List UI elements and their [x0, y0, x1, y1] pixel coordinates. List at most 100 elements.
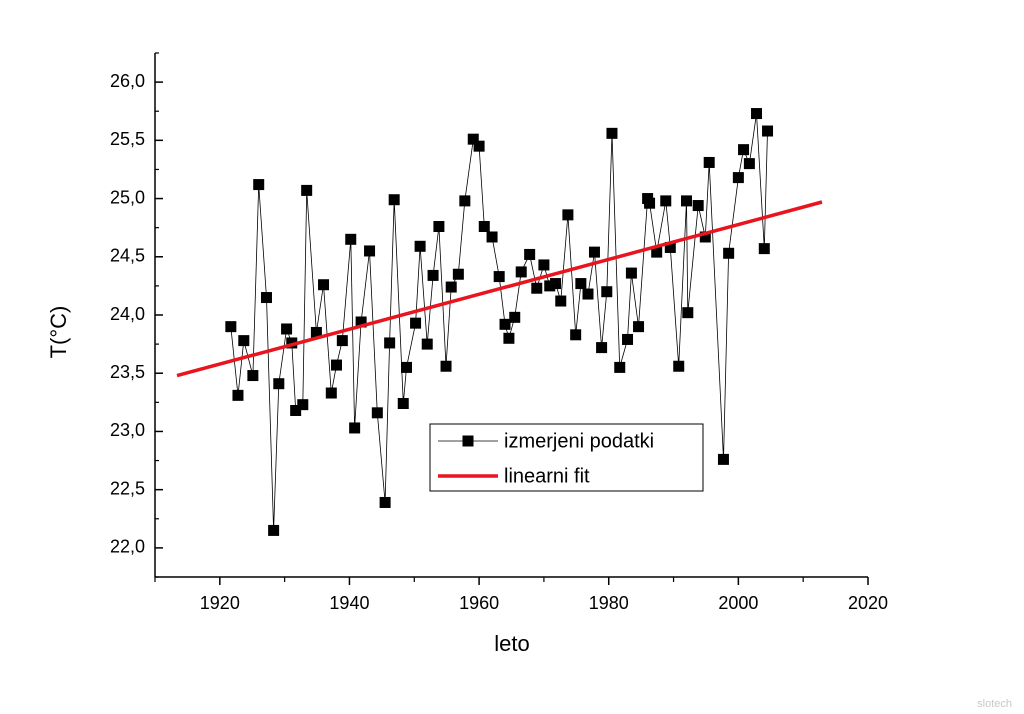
marker — [601, 286, 613, 298]
marker — [493, 271, 505, 283]
x-tick-label: 2000 — [718, 593, 758, 613]
marker — [515, 266, 527, 278]
marker — [723, 247, 735, 259]
marker — [421, 338, 433, 350]
marker — [247, 370, 259, 382]
marker — [673, 360, 685, 372]
marker — [388, 194, 400, 206]
marker — [336, 335, 348, 347]
marker — [433, 221, 445, 233]
marker — [622, 333, 634, 345]
marker — [555, 295, 567, 307]
marker — [717, 453, 729, 465]
x-tick-label: 1960 — [459, 593, 499, 613]
x-tick-label: 1940 — [329, 593, 369, 613]
marker — [478, 221, 490, 233]
marker — [531, 282, 543, 294]
marker — [625, 267, 637, 279]
marker — [699, 231, 711, 243]
marker — [414, 240, 426, 252]
marker — [301, 184, 313, 196]
marker — [355, 316, 367, 328]
marker — [703, 156, 715, 168]
marker — [273, 378, 285, 390]
marker — [253, 179, 265, 191]
marker — [281, 323, 293, 335]
marker — [297, 399, 309, 411]
marker — [682, 307, 694, 319]
marker — [681, 195, 693, 207]
marker — [400, 361, 412, 373]
marker — [467, 133, 479, 145]
marker — [570, 329, 582, 341]
marker — [582, 288, 594, 300]
marker — [509, 311, 521, 323]
marker — [633, 321, 645, 333]
y-tick-label: 23,0 — [110, 420, 145, 440]
marker — [544, 280, 556, 292]
marker — [562, 209, 574, 221]
marker — [614, 361, 626, 373]
marker — [692, 200, 704, 212]
fit-line — [176, 200, 823, 378]
marker — [349, 422, 361, 434]
marker — [238, 335, 250, 347]
marker — [384, 337, 396, 349]
marker — [738, 144, 750, 156]
marker — [410, 317, 422, 329]
marker — [575, 278, 587, 290]
marker — [596, 342, 608, 354]
marker — [325, 387, 337, 399]
marker — [379, 496, 391, 508]
watermark: slotech — [977, 698, 1012, 710]
legend-box — [429, 423, 704, 492]
marker — [330, 359, 342, 371]
marker — [538, 259, 550, 271]
marker — [550, 278, 562, 290]
marker — [290, 404, 302, 416]
marker — [452, 268, 464, 280]
x-tick-label: 1980 — [589, 593, 629, 613]
marker — [660, 195, 672, 207]
marker — [345, 233, 357, 245]
y-tick-label: 25,5 — [110, 129, 145, 149]
marker — [751, 108, 763, 120]
y-tick-label: 24,5 — [110, 246, 145, 266]
marker — [486, 231, 498, 243]
x-tick-label: 2020 — [848, 593, 888, 613]
marker — [588, 246, 600, 258]
y-tick-label: 22,0 — [110, 537, 145, 557]
marker — [743, 158, 755, 170]
marker — [445, 281, 457, 293]
marker — [758, 243, 770, 255]
marker — [371, 407, 383, 419]
y-axis-label: T(°C) — [46, 306, 71, 359]
marker — [762, 125, 774, 137]
marker — [606, 127, 618, 139]
marker — [232, 389, 244, 401]
marker — [651, 246, 663, 258]
marker — [524, 248, 536, 260]
marker — [310, 326, 322, 338]
marker — [473, 140, 485, 152]
marker — [459, 195, 471, 207]
marker — [364, 245, 376, 257]
marker — [503, 332, 515, 344]
marker — [644, 197, 656, 209]
y-tick-label: 22,5 — [110, 478, 145, 498]
marker — [499, 318, 511, 330]
marker — [318, 279, 330, 291]
legend-label: izmerjeni podatki — [504, 430, 654, 452]
legend-marker — [462, 435, 474, 447]
marker — [225, 321, 237, 333]
y-tick-label: 26,0 — [110, 71, 145, 91]
y-tick-label: 25,0 — [110, 187, 145, 207]
marker — [260, 292, 272, 304]
marker — [732, 172, 744, 184]
marker — [440, 360, 452, 372]
marker — [427, 269, 439, 281]
y-tick-label: 24,0 — [110, 304, 145, 324]
marker — [664, 241, 676, 253]
x-axis-label: leto — [494, 631, 529, 656]
